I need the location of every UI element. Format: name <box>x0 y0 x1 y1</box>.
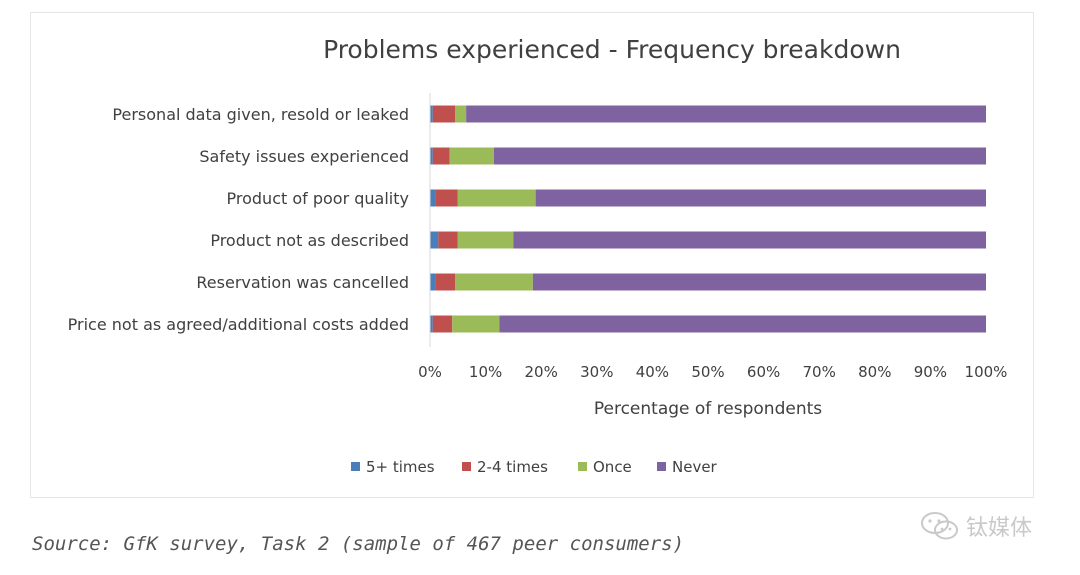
legend-swatch <box>657 462 666 471</box>
bar-segment-2-4-times <box>432 147 450 165</box>
bar-segment-never <box>535 189 986 207</box>
legend-swatch <box>578 462 587 471</box>
source-caption: Source: GfK survey, Task 2 (sample of 46… <box>32 533 685 555</box>
x-tick-label: 30% <box>580 363 613 381</box>
legend-swatch <box>351 462 360 471</box>
bar-segment-5-times <box>430 105 433 123</box>
x-tick-label: 40% <box>636 363 669 381</box>
category-label: Product of poor quality <box>227 189 409 208</box>
bar-segment-5-times <box>430 231 439 249</box>
watermark-text: 钛媒体 <box>966 516 1033 541</box>
legend-swatch <box>462 462 471 471</box>
x-tick-label: 10% <box>469 363 502 381</box>
bar-segment-once <box>455 273 533 291</box>
bar-segment-5-times <box>430 315 433 333</box>
bar-segment-never <box>532 273 986 291</box>
bar-segment-2-4-times <box>435 189 458 207</box>
bar-segment-never <box>513 231 986 249</box>
legend-label: Once <box>593 458 632 476</box>
category-label: Price not as agreed/additional costs add… <box>68 315 409 334</box>
bar-segment-5-times <box>430 189 436 207</box>
bar-segment-2-4-times <box>435 273 456 291</box>
x-tick-label: 80% <box>858 363 891 381</box>
bar-chart: Problems experienced - Frequency breakdo… <box>68 35 1008 476</box>
x-tick-label: 90% <box>914 363 947 381</box>
watermark: 钛媒体 <box>920 510 1032 542</box>
x-tick-label: 70% <box>803 363 836 381</box>
x-tick-label: 20% <box>525 363 558 381</box>
category-label: Reservation was cancelled <box>196 273 409 292</box>
bar-segment-once <box>452 315 500 333</box>
bars <box>430 105 986 333</box>
bar-segment-2-4-times <box>432 105 456 123</box>
bar-segment-never <box>499 315 986 333</box>
bar-segment-never <box>466 105 986 123</box>
bar-segment-2-4-times <box>432 315 453 333</box>
chart-frame <box>30 12 1034 498</box>
x-tick-label: 100% <box>965 363 1008 381</box>
legend-label: Never <box>672 458 718 476</box>
x-tick-label: 0% <box>418 363 442 381</box>
x-axis-title: Percentage of respondents <box>594 399 822 419</box>
x-tick-labels: 0% 10% 20% 30% 40% 50% 60% 70% 80% 90% 100% <box>418 363 1007 381</box>
legend-label: 5+ times <box>366 458 435 476</box>
x-tick-label: 60% <box>747 363 780 381</box>
category-label: Safety issues experienced <box>199 147 409 166</box>
bar-segment-2-4-times <box>438 231 458 249</box>
category-labels: Personal data given, resold or leaked Saf… <box>68 105 409 334</box>
wechat-icon <box>921 512 958 540</box>
bar-segment-once <box>457 231 514 249</box>
bar-segment-never <box>493 147 986 165</box>
bar-segment-once <box>457 189 536 207</box>
legend-label: 2-4 times <box>477 458 548 476</box>
bar-segment-5-times <box>430 147 433 165</box>
category-label: Personal data given, resold or leaked <box>112 105 409 124</box>
bar-segment-once <box>449 147 494 165</box>
bar-segment-5-times <box>430 273 436 291</box>
category-label: Product not as described <box>210 231 409 250</box>
chart-title: Problems experienced - Frequency breakdo… <box>323 35 901 64</box>
x-tick-label: 50% <box>691 363 724 381</box>
bar-segment-once <box>455 105 467 123</box>
legend: 5+ times 2-4 times Once Never <box>351 458 718 476</box>
